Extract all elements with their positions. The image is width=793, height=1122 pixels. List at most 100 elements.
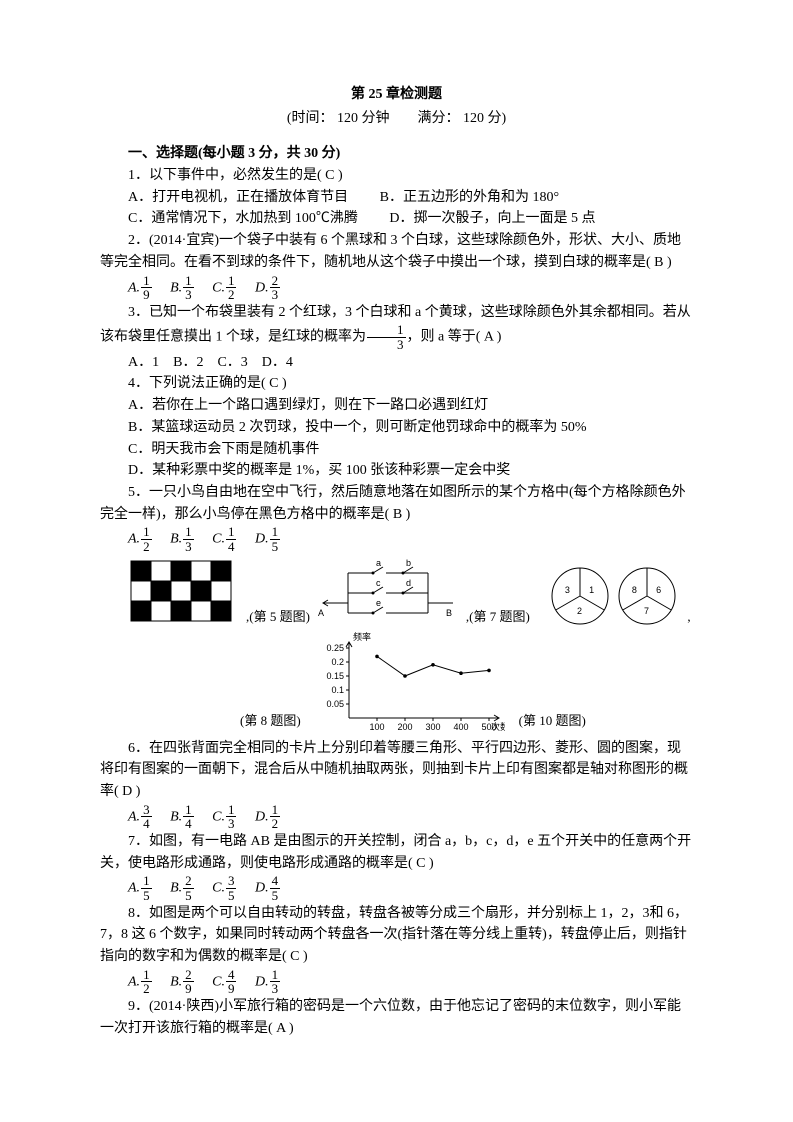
q8-optD-den: 3	[270, 982, 281, 996]
spinner-left-icon: 1 2 3	[548, 564, 612, 628]
spinner-right-icon: 6 7 8	[615, 564, 679, 628]
q6-optB-num: 1	[183, 803, 194, 818]
fig8-chart-icon: 0.250.20.150.10.05100200300400500频率次数	[315, 632, 505, 732]
q1-line-cd: C．通常情况下，水加热到 100℃沸腾 D．掷一次骰子，向上一面是 5 点	[100, 208, 693, 230]
q6-optB-den: 4	[183, 817, 194, 831]
fig5	[128, 558, 238, 628]
svg-text:0.15: 0.15	[326, 671, 344, 681]
q1-opt-b: B．正五边形的外角和为 180°	[380, 190, 559, 205]
svg-text:b: b	[406, 558, 411, 568]
q5-stem: 5．一只小鸟自由地在空中飞行，然后随意地落在如图所示的某个方格中(每个方格除颜色…	[100, 482, 693, 525]
svg-text:0.1: 0.1	[331, 685, 344, 695]
q6-optA-num: 3	[141, 803, 152, 818]
fig8-caption: (第 8 题图)	[240, 711, 301, 731]
q4-opt-d: D．某种彩票中奖的概率是 1%，买 100 张该种彩票一定会中奖	[100, 460, 693, 482]
q3-options: A．1 B．2 C．3 D．4	[100, 352, 693, 374]
svg-text:100: 100	[369, 722, 384, 732]
q1-line-ab: A．打开电视机，正在播放体育节目 B．正五边形的外角和为 180°	[100, 187, 693, 209]
svg-text:次数: 次数	[491, 721, 505, 732]
q8-optC-num: 4	[226, 968, 237, 983]
q3-stem: 3．已知一个布袋里装有 2 个红球，3 个白球和 a 个黄球，这些球除颜色外其余…	[100, 302, 693, 352]
q8-optC-den: 9	[226, 982, 237, 996]
q2-optB-den: 3	[183, 288, 194, 302]
svg-text:1: 1	[589, 585, 594, 595]
svg-text:B: B	[446, 608, 452, 618]
q5-options: A.12 B.13 C.14 D.15	[128, 525, 693, 553]
q3-frac-den: 3	[367, 338, 406, 352]
figure-row-1: ,(第 5 题图) abcdeAB ,(第 7 题图) 123 678 ,	[128, 558, 693, 628]
q8-options: A.12 B.29 C.49 D.13	[128, 968, 693, 996]
q3-stem-b: ，则 a 等于( A )	[407, 330, 502, 345]
q6-optA-den: 4	[141, 817, 152, 831]
svg-text:300: 300	[425, 722, 440, 732]
q5-optD-num: 1	[270, 525, 281, 540]
svg-text:0.25: 0.25	[326, 643, 344, 653]
page-subtitle: (时间： 120 分钟 满分： 120 分)	[100, 108, 693, 130]
q7-stem-text: 7．如图，有一电路 AB 是由图示的开关控制，闭合 a，b，c，d，e 五个开关…	[100, 834, 691, 871]
figure-row-2: (第 8 题图) 0.250.20.150.10.051002003004005…	[240, 632, 693, 732]
q7-optD-num: 4	[270, 874, 281, 889]
q2-optB-num: 1	[183, 274, 194, 289]
q2-stem: 2．(2014·宜宾)一个袋子中装有 6 个黑球和 3 个白球，这些球除颜色外，…	[100, 230, 693, 273]
exam-page: 第 25 章检测题 (时间： 120 分钟 满分： 120 分) 一、选择题(每…	[0, 0, 793, 1122]
q2-stem-text: 2．(2014·宜宾)一个袋子中装有 6 个黑球和 3 个白球，这些球除颜色外，…	[100, 233, 681, 270]
svg-text:0.05: 0.05	[326, 699, 344, 709]
svg-text:3: 3	[565, 585, 570, 595]
svg-text:d: d	[406, 578, 411, 588]
svg-text:A: A	[318, 608, 324, 618]
q7-optB-num: 2	[183, 874, 194, 889]
q2-optD-den: 3	[270, 288, 281, 302]
q6-options: A.34 B.14 C.13 D.12	[128, 803, 693, 831]
q5-optB-num: 1	[183, 525, 194, 540]
svg-text:e: e	[376, 598, 381, 608]
q2-optA-num: 1	[141, 274, 152, 289]
svg-text:2: 2	[577, 606, 582, 616]
fig5-grid-icon	[128, 558, 238, 628]
q6-optC-num: 1	[226, 803, 237, 818]
q2-optC-num: 1	[226, 274, 237, 289]
q1-opt-a: A．打开电视机，正在播放体育节目	[128, 190, 348, 205]
q8-optB-den: 9	[183, 982, 194, 996]
fig10-caption: (第 10 题图)	[519, 711, 586, 731]
q6-optD-num: 1	[270, 803, 281, 818]
q7-optC-num: 3	[226, 874, 237, 889]
q5-optB-den: 3	[183, 540, 194, 554]
q2-options: A.19 B.13 C.12 D.23	[128, 274, 693, 302]
fig-spinners: 1 2 3 6 7 8	[548, 564, 680, 628]
svg-text:c: c	[376, 578, 381, 588]
q6-stem: 6．在四张背面完全相同的卡片上分别印着等腰三角形、平行四边形、菱形、圆的图案，现…	[100, 738, 693, 803]
spinners-trail: ,	[687, 607, 690, 627]
q5-optA-num: 1	[141, 525, 152, 540]
fig5-caption: ,(第 5 题图)	[246, 607, 310, 627]
fig7: abcdeAB	[318, 558, 458, 628]
q5-optA-den: 2	[141, 540, 152, 554]
fig7-caption: ,(第 7 题图)	[466, 607, 530, 627]
q8-optA-num: 1	[141, 968, 152, 983]
q8-optB-num: 2	[183, 968, 194, 983]
q1-stem: 1．以下事件中，必然发生的是( C )	[100, 165, 693, 187]
q2-optC-den: 2	[226, 288, 237, 302]
q1-opt-c: C．通常情况下，水加热到 100℃沸腾	[128, 211, 358, 226]
fig7-circuit-icon: abcdeAB	[318, 558, 458, 628]
q7-optA-num: 1	[141, 874, 152, 889]
svg-text:8: 8	[632, 585, 637, 595]
q9-stem-text: 9．(2014·陕西)小军旅行箱的密码是一个六位数，由于他忘记了密码的末位数字，…	[100, 999, 681, 1036]
fig8: 0.250.20.150.10.05100200300400500频率次数	[315, 632, 505, 732]
q4-opt-a: A．若你在上一个路口遇到绿灯，则在下一路口必遇到红灯	[100, 395, 693, 417]
q7-optC-den: 5	[226, 889, 237, 903]
q4-stem: 4．下列说法正确的是( C )	[100, 373, 693, 395]
svg-text:7: 7	[644, 606, 649, 616]
svg-text:6: 6	[656, 585, 661, 595]
q7-optD-den: 5	[270, 889, 281, 903]
q4-opt-b: B．某篮球运动员 2 次罚球，投中一个，则可断定他罚球命中的概率为 50%	[100, 417, 693, 439]
svg-text:频率: 频率	[353, 632, 371, 642]
q8-optA-den: 2	[141, 982, 152, 996]
q8-optD-num: 1	[270, 968, 281, 983]
section-1-heading: 一、选择题(每小题 3 分，共 30 分)	[100, 143, 693, 165]
svg-text:400: 400	[453, 722, 468, 732]
q2-optD-num: 2	[270, 274, 281, 289]
q7-optB-den: 5	[183, 889, 194, 903]
q7-options: A.15 B.25 C.35 D.45	[128, 874, 693, 902]
q8-stem: 8．如图是两个可以自由转动的转盘，转盘各被等分成三个扇形，并分别标上 1，2，3…	[100, 903, 693, 968]
svg-text:0.2: 0.2	[331, 657, 344, 667]
